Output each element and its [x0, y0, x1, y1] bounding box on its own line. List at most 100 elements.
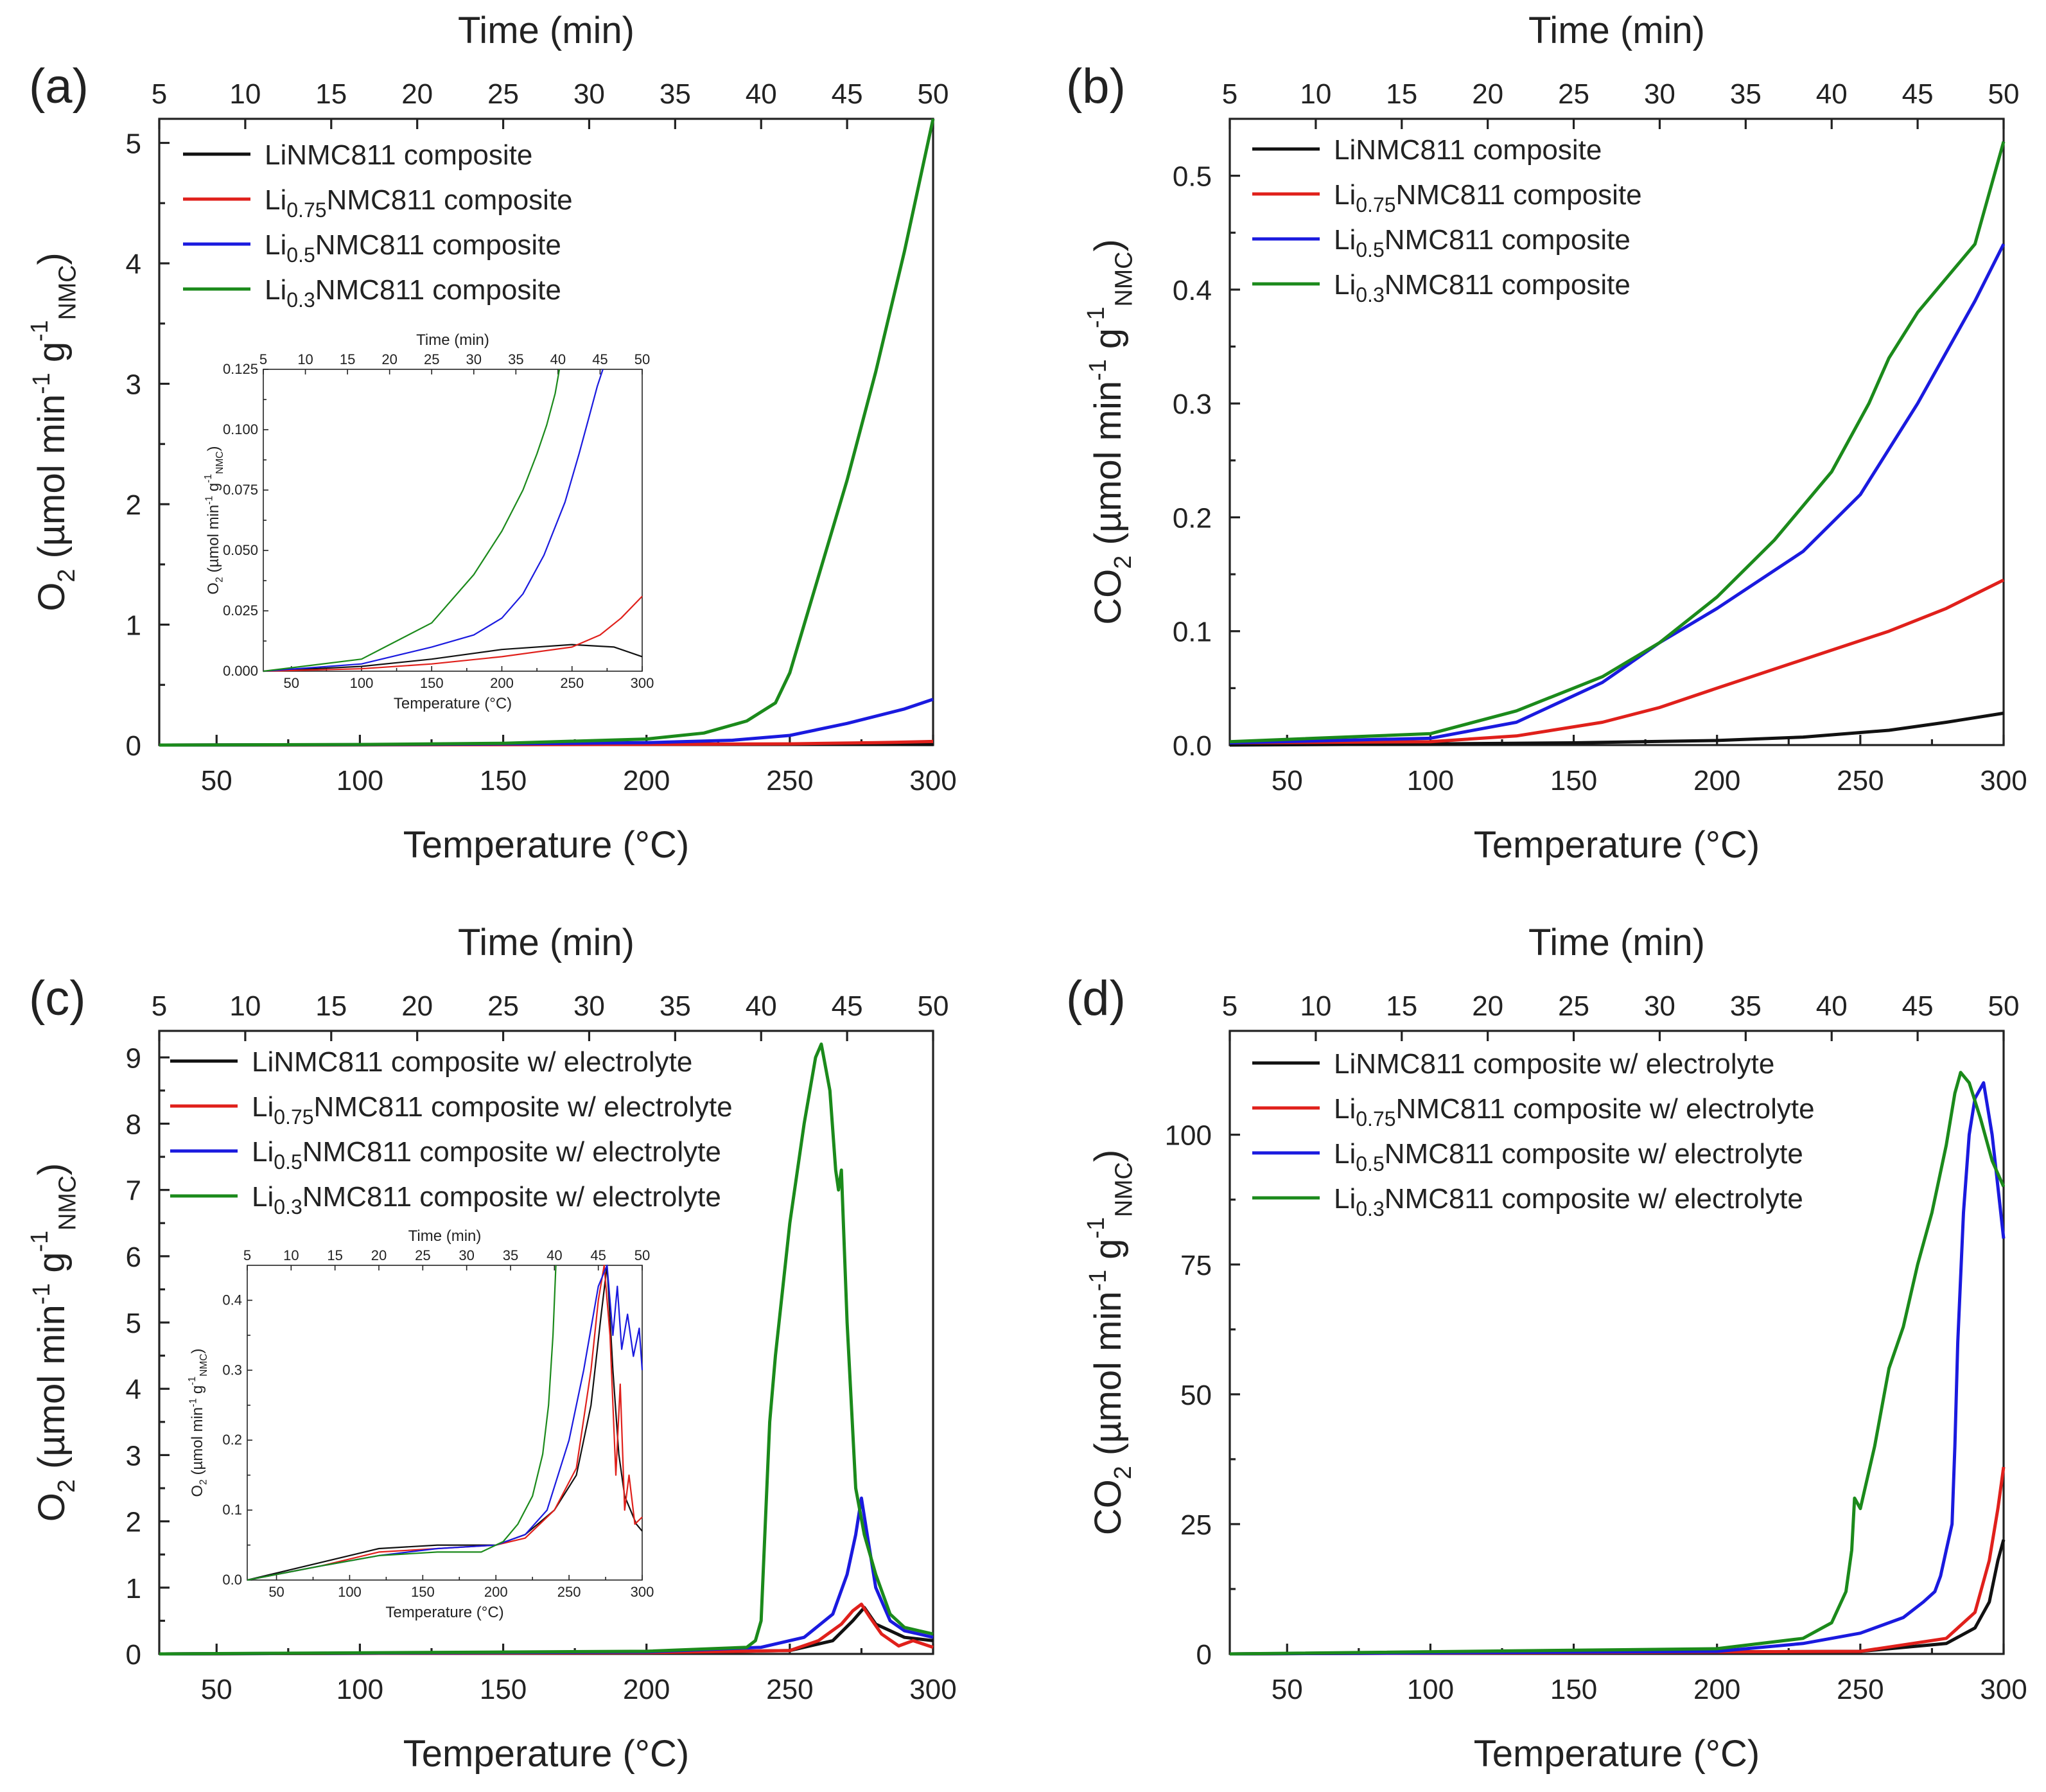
- y-tick-label: 8: [126, 1109, 141, 1140]
- top-axis-title: Time (min): [1528, 922, 1705, 963]
- y-tick-label: 0.0: [1173, 730, 1212, 762]
- y-tick-label: 1: [126, 610, 141, 642]
- top-tick-label: 30: [1644, 78, 1675, 110]
- legend-label: Li0.3NMC811 composite: [265, 274, 561, 312]
- y-axis-title: O2 (µmol min-1 g-1NMC): [187, 1348, 209, 1497]
- top-tick-label: 10: [1300, 990, 1331, 1022]
- top-axis-title: Time (min): [416, 331, 489, 349]
- plot-frame: [247, 1265, 643, 1581]
- top-axis-title: Time (min): [1528, 10, 1705, 51]
- x-axis-title: Temperature (°C): [1474, 824, 1760, 866]
- inset-chart: 50 100 150 200 250 300 Temperature (°C) 0.0 0.1 0…: [187, 1227, 654, 1621]
- y-axis-title: CO2 (µmol min-1 g-1NMC): [1082, 1150, 1137, 1535]
- y-tick-label: 2: [126, 489, 141, 521]
- panel-label: (c): [29, 971, 86, 1026]
- top-tick-label: 35: [1730, 990, 1762, 1022]
- top-tick-label: 20: [1472, 990, 1503, 1022]
- x-tick-label: 250: [557, 1584, 581, 1600]
- y-tick-label: 75: [1180, 1250, 1212, 1281]
- top-tick-label: 35: [1730, 78, 1762, 110]
- top-tick-label: 15: [315, 78, 347, 110]
- y-tick-label: 0.0: [222, 1572, 242, 1588]
- top-tick-label: 40: [546, 1247, 562, 1263]
- top-tick-label: 20: [381, 351, 397, 367]
- top-tick-label: 30: [459, 1247, 474, 1263]
- top-tick-label: 35: [508, 351, 523, 367]
- y-tick-label: 2: [126, 1507, 141, 1538]
- y-axis-title: CO2 (µmol min-1 g-1NMC): [1082, 239, 1137, 624]
- series-line: [159, 698, 934, 747]
- y-tick-label: 3: [126, 369, 141, 401]
- series-line: [1229, 711, 2004, 747]
- legend-label: LiNMC811 composite w/ electrolyte: [1334, 1048, 1774, 1080]
- top-tick-label: 45: [590, 1247, 606, 1263]
- top-tick-label: 5: [259, 351, 267, 367]
- top-tick-label: 20: [401, 990, 433, 1022]
- top-tick-label: 10: [297, 351, 313, 367]
- plot-frame: [263, 369, 643, 672]
- inset-chart: 50 100 150 200 250 300 Temperature (°C) 0.000 0.…: [203, 331, 654, 712]
- x-axis-title: Temperature (°C): [1474, 1733, 1760, 1775]
- y-tick-label: 0.125: [223, 361, 258, 377]
- series-line: [1229, 141, 2006, 744]
- y-tick-label: 0.3: [1173, 389, 1212, 420]
- legend-label: Li0.75NMC811 composite w/ electrolyte: [252, 1091, 733, 1129]
- legend-label: Li0.75NMC811 composite: [1334, 179, 1642, 216]
- y-tick-label: 0.000: [223, 663, 258, 679]
- y-tick-label: 0.025: [223, 602, 258, 619]
- series-line: [1229, 243, 2006, 744]
- legend-label: Li0.5NMC811 composite: [265, 229, 561, 267]
- legend-label: Li0.3NMC811 composite w/ electrolyte: [1334, 1183, 1803, 1220]
- series-line: [263, 369, 561, 672]
- x-tick-label: 100: [1407, 1674, 1454, 1705]
- top-tick-label: 10: [283, 1247, 299, 1263]
- x-axis-title: Temperature (°C): [403, 824, 689, 866]
- top-tick-label: 40: [1816, 78, 1848, 110]
- legend-label: Li0.75NMC811 composite w/ electrolyte: [1334, 1093, 1815, 1130]
- top-tick-label: 35: [660, 990, 691, 1022]
- series-line: [247, 1264, 643, 1581]
- x-tick-label: 250: [560, 675, 584, 691]
- y-tick-label: 9: [126, 1042, 141, 1074]
- x-tick-label: 150: [480, 1674, 527, 1705]
- x-tick-label: 250: [766, 1674, 813, 1705]
- y-tick-label: 4: [126, 1374, 141, 1405]
- top-tick-label: 15: [327, 1247, 342, 1263]
- y-tick-label: 5: [126, 1308, 141, 1339]
- top-tick-label: 45: [832, 78, 863, 110]
- y-tick-label: 3: [126, 1440, 141, 1471]
- top-tick-label: 45: [592, 351, 608, 367]
- y-axis-title: O2 (µmol min-1 g-1NMC): [26, 252, 81, 611]
- x-tick-label: 150: [1550, 765, 1597, 796]
- x-tick-label: 200: [1693, 765, 1740, 796]
- y-tick-label: 25: [1180, 1509, 1212, 1541]
- top-tick-label: 40: [1816, 990, 1848, 1022]
- top-tick-label: 15: [315, 990, 347, 1022]
- top-tick-label: 15: [1386, 990, 1417, 1022]
- y-tick-label: 50: [1180, 1380, 1212, 1411]
- panel-label: (a): [29, 59, 89, 114]
- chart-panel-b: (b) 50 100 150 200 250 300 Temperature (°C) 0.0 0…: [1066, 10, 2027, 866]
- x-tick-label: 50: [1272, 1674, 1303, 1705]
- top-tick-label: 50: [634, 351, 650, 367]
- top-tick-label: 45: [1902, 990, 1934, 1022]
- x-tick-label: 200: [623, 765, 670, 796]
- panel-label: (b): [1066, 59, 1126, 114]
- top-tick-label: 25: [424, 351, 439, 367]
- series-line: [263, 595, 643, 672]
- x-tick-label: 100: [350, 675, 374, 691]
- x-tick-label: 100: [338, 1584, 362, 1600]
- y-tick-label: 0: [126, 730, 141, 762]
- series-line: [263, 369, 604, 672]
- top-tick-label: 50: [1988, 78, 2020, 110]
- x-axis-title: Temperature (°C): [385, 1604, 503, 1621]
- top-tick-label: 50: [918, 990, 949, 1022]
- series-line: [159, 1603, 934, 1656]
- top-tick-label: 30: [1644, 990, 1675, 1022]
- top-tick-label: 25: [1558, 78, 1589, 110]
- top-tick-label: 30: [573, 78, 605, 110]
- top-tick-label: 5: [152, 990, 167, 1022]
- top-tick-label: 15: [340, 351, 355, 367]
- top-tick-label: 50: [918, 78, 949, 110]
